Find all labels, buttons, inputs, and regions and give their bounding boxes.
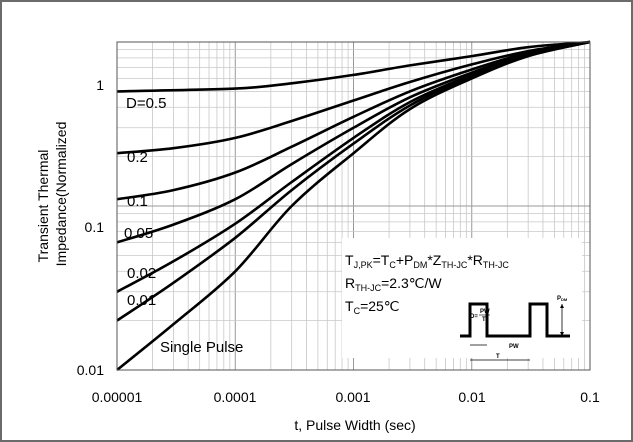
pdm-arrow-head-bottom xyxy=(560,332,564,336)
series-line-5 xyxy=(116,40,591,322)
x-tick-label-0: 0.00001 xyxy=(92,389,143,405)
x-tick-label-2: 0.001 xyxy=(335,389,370,405)
curve-label-single-pulse: Single Pulse xyxy=(160,339,243,356)
y-axis-label-line2: Impedance(Normalized xyxy=(53,122,69,267)
duty-cycle-label: D= xyxy=(470,314,478,320)
pulse-diagram: PDM D= PW T PW T xyxy=(460,296,570,361)
x-axis-label: t, Pulse Width (sec) xyxy=(294,417,415,433)
plot-border xyxy=(116,41,591,371)
curve-label-001: 0.01 xyxy=(127,292,156,309)
thermal-resistance-text: RTH-JC=2.3℃/W xyxy=(345,275,442,293)
y-axis-label-line1: Transient Thermal xyxy=(35,150,51,263)
x-tick-label-4: 0.1 xyxy=(580,389,600,405)
pdm-arrow-head-top xyxy=(560,304,564,308)
curve-label-005: 0.05 xyxy=(124,225,153,242)
series-line-0 xyxy=(116,40,591,93)
curve-label-01: 0.1 xyxy=(127,193,148,210)
curves xyxy=(116,40,591,372)
annotation-box: TJ,PK=TC+PDM*ZTH-JC*RTH-JC RTH-JC=2.3℃/W… xyxy=(342,238,582,361)
x-tick-label-3: 0.01 xyxy=(458,389,485,405)
curve-label-002: 0.02 xyxy=(127,265,156,282)
series-line-1 xyxy=(116,40,591,155)
curve-label-02: 0.2 xyxy=(127,149,148,166)
x-tick-label-1: 0.0001 xyxy=(214,389,257,405)
period-label: T xyxy=(496,354,500,360)
annotation-background xyxy=(342,238,582,358)
duty-cycle-denominator: T xyxy=(482,317,486,323)
case-temperature-text: TC=25℃ xyxy=(345,298,400,316)
y-tick-label-1: 0.1 xyxy=(85,219,105,235)
pdm-label: PDM xyxy=(557,296,568,302)
junction-temperature-formula: TJ,PK=TC+PDM*ZTH-JC*RTH-JC xyxy=(345,252,509,270)
duty-cycle-numerator: PW xyxy=(480,309,490,315)
y-tick-label-0: 0.01 xyxy=(77,362,104,378)
series-line-3 xyxy=(116,40,591,244)
curve-label-d05: D=0.5 xyxy=(126,95,166,112)
series-line-6 xyxy=(116,40,591,372)
series-line-2 xyxy=(116,40,591,201)
y-tick-label-2: 1 xyxy=(96,77,104,93)
pulse-waveform xyxy=(460,302,570,338)
pw-label: PW xyxy=(509,344,519,350)
